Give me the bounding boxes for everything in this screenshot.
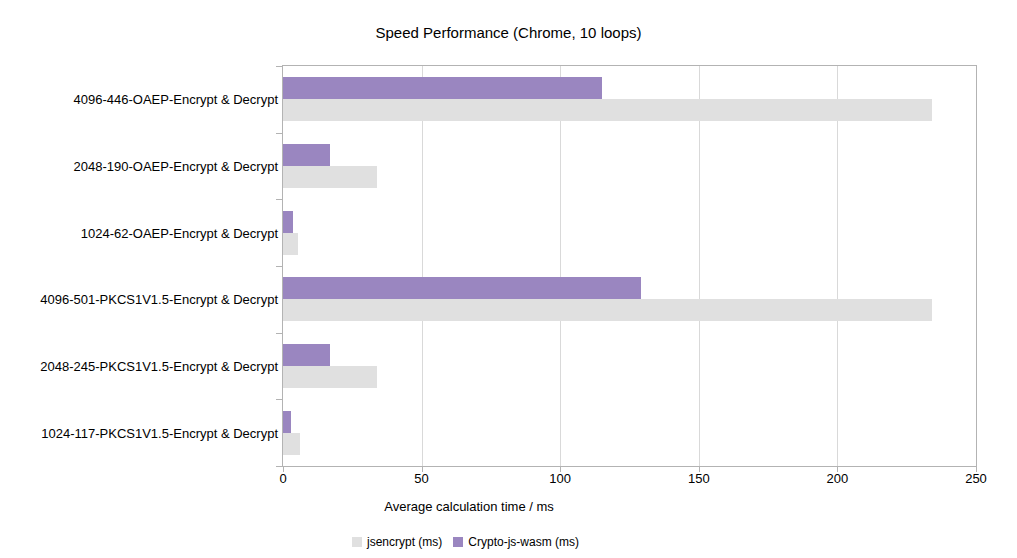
legend-marker-crypto-js-wasm-ms [453, 537, 463, 547]
legend: jsencrypt (ms) Crypto-js-wasm (ms) [352, 535, 590, 549]
gridline [422, 66, 423, 466]
x-tick-label: 50 [414, 471, 428, 486]
gridline [699, 66, 700, 466]
plot-area [282, 65, 977, 467]
x-tick-label: 200 [827, 471, 849, 486]
x-tick-label: 0 [279, 471, 286, 486]
y-axis-tick [276, 266, 282, 267]
bar-crypto-js-wasm-ms [283, 411, 291, 433]
y-axis-tick [276, 466, 282, 467]
category-label: 2048-190-OAEP-Encrypt & Decrypt [0, 159, 278, 174]
y-axis-tick [276, 333, 282, 334]
x-axis-title: Average calculation time / ms [384, 499, 554, 514]
y-axis-tick [276, 66, 282, 67]
bar-crypto-js-wasm-ms [283, 344, 330, 366]
chart-title: Speed Performance (Chrome, 10 loops) [0, 24, 1017, 41]
bar-crypto-js-wasm-ms [283, 144, 330, 166]
y-axis-tick [276, 199, 282, 200]
legend-item-jsencrypt-ms: jsencrypt (ms) [352, 535, 442, 549]
category-label: 2048-245-PKCS1V1.5-Encrypt & Decrypt [0, 359, 278, 374]
category-label: 4096-501-PKCS1V1.5-Encrypt & Decrypt [0, 292, 278, 307]
legend-label: jsencrypt (ms) [367, 535, 442, 549]
gridline [560, 66, 561, 466]
category-label: 1024-117-PKCS1V1.5-Encrypt & Decrypt [0, 425, 278, 440]
bar-jsencrypt-ms [283, 166, 377, 188]
bar-crypto-js-wasm-ms [283, 77, 602, 99]
y-axis-tick [276, 133, 282, 134]
y-axis-tick [276, 399, 282, 400]
bar-jsencrypt-ms [283, 433, 300, 455]
bar-crypto-js-wasm-ms [283, 211, 293, 233]
bar-jsencrypt-ms [283, 99, 932, 121]
gridline [837, 66, 838, 466]
speed-performance-bar-chart: Speed Performance (Chrome, 10 loops) 409… [0, 0, 1017, 558]
bar-jsencrypt-ms [283, 299, 932, 321]
bar-jsencrypt-ms [283, 366, 377, 388]
legend-item-crypto-js-wasm-ms: Crypto-js-wasm (ms) [453, 535, 579, 549]
category-label: 1024-62-OAEP-Encrypt & Decrypt [0, 225, 278, 240]
x-tick-label: 250 [965, 471, 987, 486]
x-tick-label: 100 [549, 471, 571, 486]
bar-jsencrypt-ms [283, 233, 298, 255]
category-label: 4096-446-OAEP-Encrypt & Decrypt [0, 92, 278, 107]
legend-marker-jsencrypt-ms [352, 537, 362, 547]
x-tick-label: 150 [688, 471, 710, 486]
legend-label: Crypto-js-wasm (ms) [468, 535, 579, 549]
bar-crypto-js-wasm-ms [283, 277, 641, 299]
